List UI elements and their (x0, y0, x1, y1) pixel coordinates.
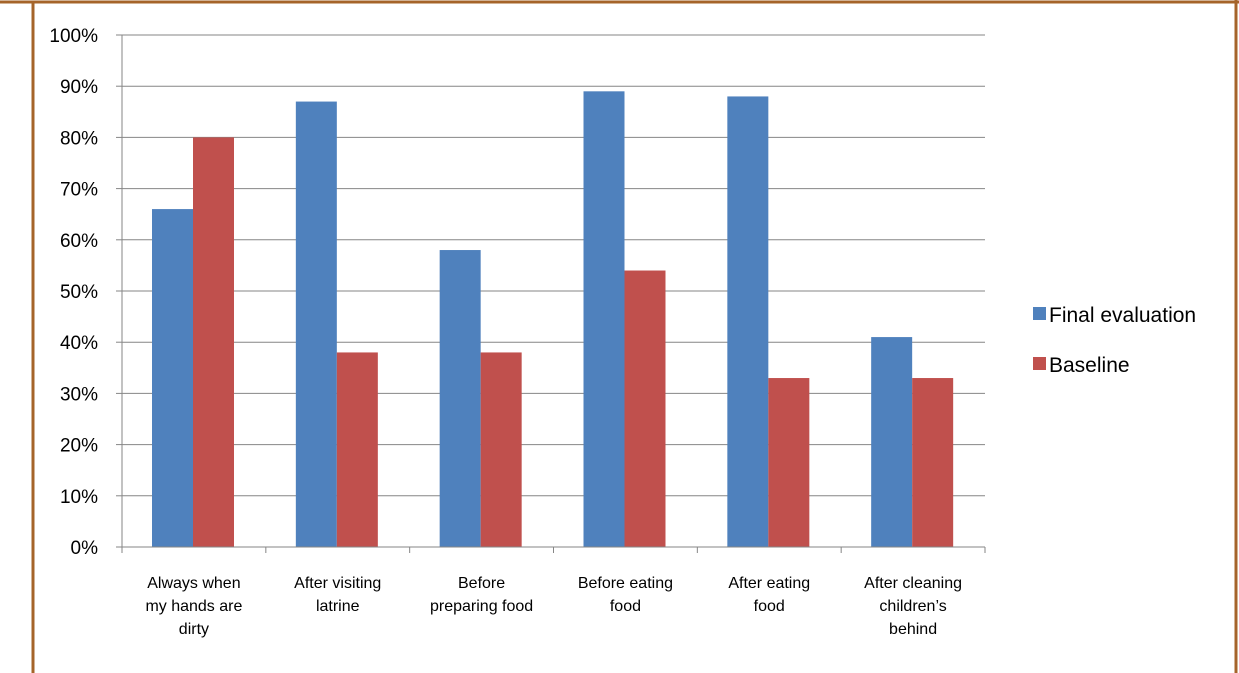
bar-baseline (912, 378, 954, 547)
y-tick-label: 30% (60, 384, 98, 405)
y-tick-label: 100% (49, 26, 98, 47)
bar-final-evaluation (152, 209, 193, 547)
bar-final-evaluation (295, 101, 337, 547)
bar-baseline (624, 270, 666, 547)
y-tick-label: 10% (60, 487, 98, 508)
gridlines (122, 34, 985, 497)
x-axis-categories: Always when my hands are dirty After visiti… (145, 575, 962, 638)
legend-swatch (1033, 357, 1046, 370)
legend-swatch (1033, 307, 1046, 320)
bars (152, 91, 954, 548)
bar-baseline (480, 352, 522, 547)
x-category-label: Before eating food (578, 575, 673, 615)
bar-baseline (193, 137, 234, 547)
x-category-label: After cleaning children’s behind (864, 575, 962, 638)
x-category-label: Before preparing food (430, 575, 533, 615)
y-tick-label: 0% (71, 538, 99, 559)
x-category-label: After eating food (728, 575, 810, 615)
bar-final-evaluation (727, 96, 769, 547)
bar-final-evaluation (439, 250, 481, 548)
bar-final-evaluation (583, 91, 625, 547)
y-tick-label: 50% (60, 282, 98, 303)
y-tick-label: 80% (60, 128, 98, 149)
y-tick-label: 20% (60, 436, 98, 457)
bar-final-evaluation (871, 337, 913, 547)
legend-label: Final evaluation (1049, 304, 1196, 327)
y-tick-label: 40% (60, 333, 98, 354)
x-category-label: Always when my hands are dirty (145, 575, 242, 638)
legend: Final evaluation Baseline (1033, 304, 1196, 377)
bar-baseline (336, 352, 378, 547)
y-axis-ticks: 0% 10% 20% 30% 40% 50% 60% 70% 80% 90% 100% (49, 26, 98, 559)
legend-label: Baseline (1049, 354, 1130, 377)
y-tick-label: 90% (60, 77, 98, 98)
axes (116, 34, 986, 553)
y-tick-label: 60% (60, 231, 98, 252)
y-tick-label: 70% (60, 180, 98, 201)
bar-baseline (768, 378, 810, 547)
x-category-label: After visiting latrine (294, 575, 381, 615)
